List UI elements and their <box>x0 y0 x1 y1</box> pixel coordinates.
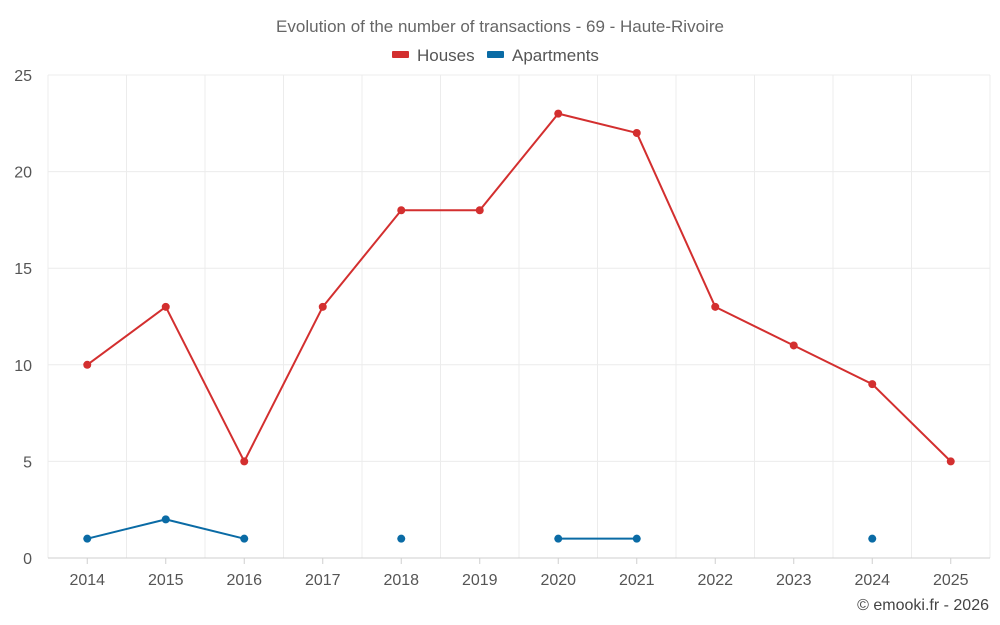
grid <box>47 74 991 558</box>
apartments-line-segment <box>86 518 167 540</box>
legend-label-houses[interactable]: Houses <box>417 46 475 65</box>
apartments-point-2021[interactable] <box>632 534 641 543</box>
x-tick-label: 2014 <box>69 572 105 589</box>
apartments-point-2014[interactable] <box>83 534 92 543</box>
houses-line-segment <box>321 209 403 308</box>
houses-line-segment <box>164 305 246 463</box>
x-tick-label: 2025 <box>933 572 969 589</box>
houses-point-2024[interactable] <box>868 380 877 389</box>
series <box>83 109 955 543</box>
houses-point-2020[interactable] <box>554 109 563 118</box>
houses-point-2015[interactable] <box>161 302 170 311</box>
y-tick-label: 10 <box>14 358 32 375</box>
apartments-point-2016[interactable] <box>240 534 249 543</box>
chart-title: Evolution of the number of transactions … <box>276 17 724 36</box>
x-tick-label: 2017 <box>305 572 341 589</box>
houses-point-2025[interactable] <box>946 457 955 466</box>
x-tick-label: 2024 <box>854 572 890 589</box>
houses-point-2019[interactable] <box>475 206 484 215</box>
apartments-point-2020[interactable] <box>554 534 563 543</box>
houses-point-2017[interactable] <box>318 302 327 311</box>
credit-text: © emooki.fr - 2026 <box>857 597 989 614</box>
y-tick-label: 20 <box>14 165 32 182</box>
legend: Houses Apartments <box>392 46 599 65</box>
houses-line-segment <box>557 112 638 134</box>
houses-line-segment <box>792 344 874 386</box>
x-tick-label: 2022 <box>697 572 733 589</box>
apartments-point-2024[interactable] <box>868 534 877 543</box>
series-houses <box>83 109 955 466</box>
houses-point-2018[interactable] <box>397 206 406 215</box>
legend-swatch-apartments <box>487 51 504 58</box>
apartments-point-2015[interactable] <box>161 515 170 524</box>
houses-line-segment <box>871 383 952 463</box>
houses-line-segment <box>714 305 795 347</box>
y-tick-label: 0 <box>23 551 32 568</box>
houses-line-segment <box>86 305 167 366</box>
y-tick-label: 5 <box>23 454 32 471</box>
houses-line-segment <box>243 305 324 463</box>
houses-point-2016[interactable] <box>240 457 249 466</box>
x-tick-label: 2023 <box>776 572 812 589</box>
x-tick-label: 2020 <box>540 572 576 589</box>
houses-line-segment <box>635 131 717 308</box>
series-apartments <box>83 515 877 543</box>
x-tick-label: 2021 <box>619 572 655 589</box>
x-tick-label: 2015 <box>148 572 184 589</box>
houses-point-2023[interactable] <box>789 341 798 350</box>
houses-point-2022[interactable] <box>711 302 720 311</box>
x-tick-label: 2016 <box>226 572 262 589</box>
houses-point-2021[interactable] <box>632 128 641 137</box>
x-tick-label: 2019 <box>462 572 498 589</box>
x-tick-label: 2018 <box>383 572 419 589</box>
apartments-point-2018[interactable] <box>397 534 406 543</box>
y-tick-label: 25 <box>14 68 32 85</box>
legend-swatch-houses <box>392 51 409 58</box>
houses-point-2014[interactable] <box>83 360 92 369</box>
houses-line-segment <box>478 112 560 212</box>
legend-label-apartments[interactable]: Apartments <box>512 46 599 65</box>
apartments-line-segment <box>164 518 246 540</box>
y-tick-label: 15 <box>14 261 32 278</box>
